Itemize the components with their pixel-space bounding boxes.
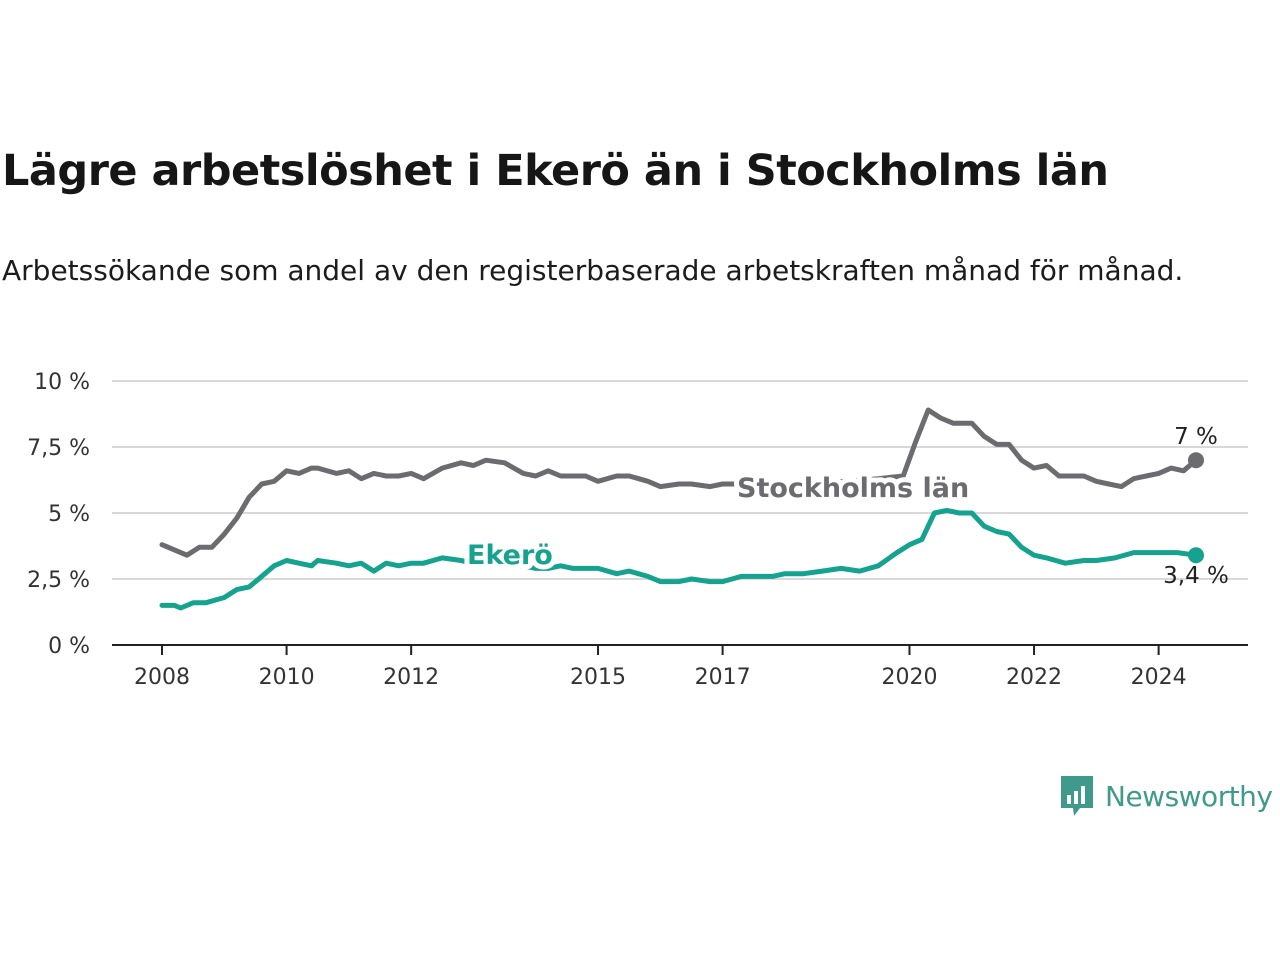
- brand-name: Newsworthy: [1105, 779, 1273, 813]
- x-tick-label: 2012: [383, 665, 439, 690]
- y-tick-label: 10 %: [34, 370, 90, 395]
- y-tick-label: 7,5 %: [27, 436, 90, 461]
- x-tick-label: 2022: [1006, 665, 1062, 690]
- chart-subtitle: Arbetssökande som andel av den registerb…: [2, 254, 1184, 287]
- x-tick-label: 2020: [881, 665, 937, 690]
- series-line-ekero: [159, 507, 1199, 611]
- x-tick-label: 2017: [695, 665, 751, 690]
- series-line-stockholms-lan: [159, 407, 1199, 558]
- end-value-label: 7 %: [1174, 424, 1218, 450]
- y-tick-label: 5 %: [48, 502, 90, 527]
- y-tick-label: 2,5 %: [27, 568, 90, 593]
- x-tick-label: 2008: [134, 665, 190, 690]
- end-value-label: 3,4 %: [1163, 563, 1229, 589]
- x-tick-label: 2015: [570, 665, 626, 690]
- series-end-point: [1188, 452, 1204, 469]
- series-end-point: [1188, 547, 1204, 564]
- series-label-stockholms-lan: Stockholms län: [737, 473, 969, 504]
- series-label-ekero: Ekerö: [467, 540, 553, 571]
- chart-title: Lägre arbetslöshet i Ekerö än i Stockhol…: [2, 146, 1109, 196]
- x-tick-label: 2010: [259, 665, 315, 690]
- brand-logo[interactable]: Newsworthy: [1059, 774, 1273, 818]
- y-tick-label: 0 %: [48, 634, 90, 659]
- x-tick-label: 2024: [1131, 665, 1187, 690]
- newsworthy-logo-icon: [1061, 776, 1093, 816]
